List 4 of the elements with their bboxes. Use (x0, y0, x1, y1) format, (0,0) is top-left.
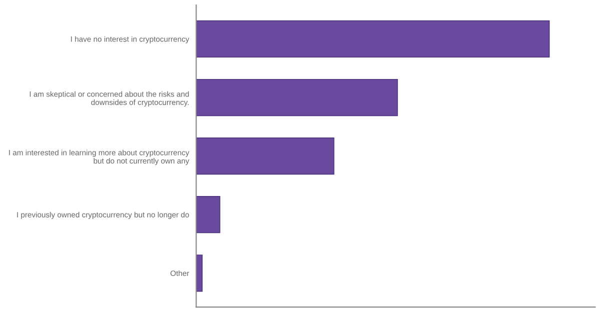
bar (196, 196, 220, 234)
bar (196, 78, 398, 116)
bar (196, 137, 334, 175)
bar (196, 20, 550, 58)
